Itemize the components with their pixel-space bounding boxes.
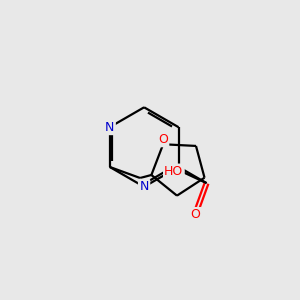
Text: HO: HO xyxy=(164,165,184,178)
Text: O: O xyxy=(190,208,200,221)
Text: O: O xyxy=(158,133,168,146)
Text: N: N xyxy=(105,121,114,134)
Text: N: N xyxy=(140,180,149,193)
